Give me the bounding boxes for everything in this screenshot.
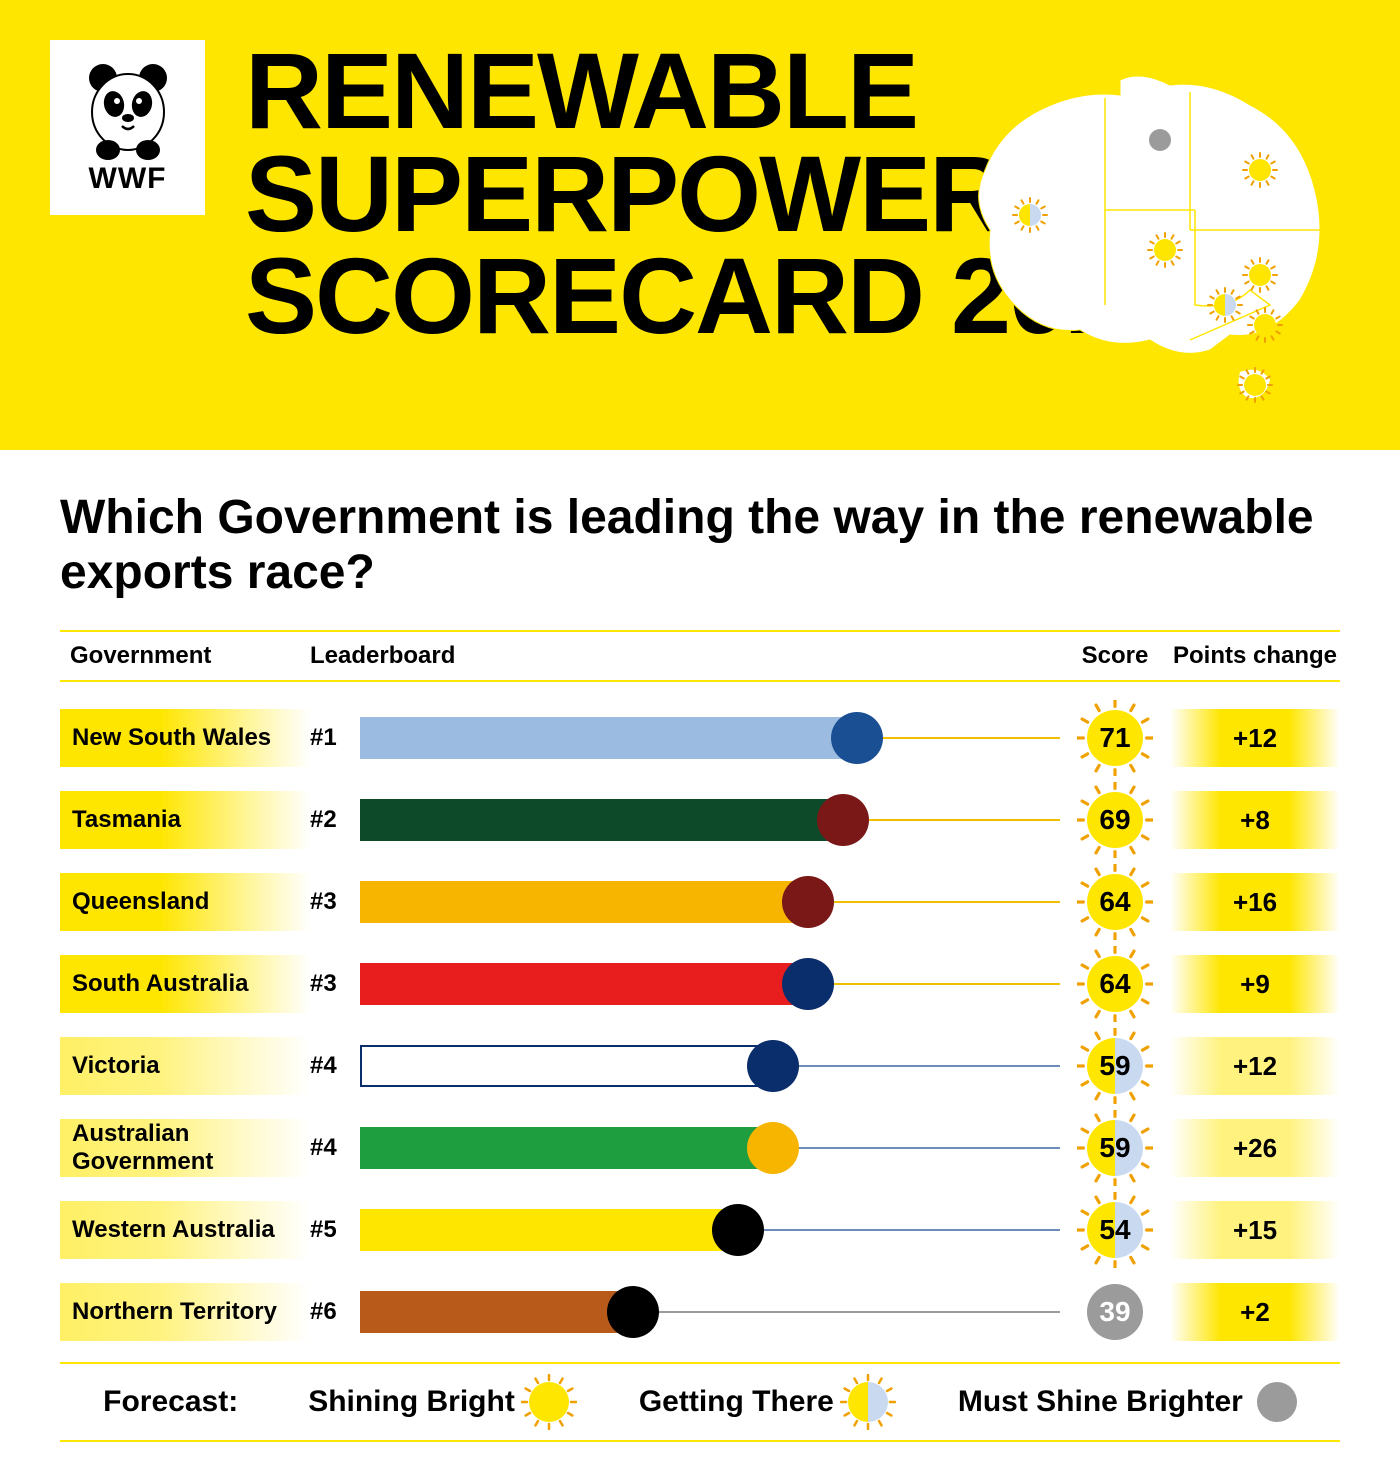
rank-label: #4: [310, 1052, 360, 1080]
points-change: +16: [1170, 873, 1340, 931]
leaderboard-rows: New South Wales #1 71 +12 Tasmania #2 69…: [60, 682, 1340, 1348]
score-bar: [360, 881, 808, 923]
wwf-logo-box: WWF: [50, 40, 205, 215]
leaderboard-row: South Australia #3 64 +9: [60, 948, 1340, 1020]
bar-zone: [360, 1209, 1060, 1251]
score-badge: 71: [1087, 710, 1143, 766]
points-change: +9: [1170, 955, 1340, 1013]
bar-end-dot: [712, 1204, 764, 1256]
col-header-leaderboard: Leaderboard: [310, 642, 1060, 670]
score-badge: 39: [1087, 1284, 1143, 1340]
points-change: +2: [1170, 1283, 1340, 1341]
score-badge: 69: [1087, 792, 1143, 848]
points-change: +8: [1170, 791, 1340, 849]
government-label: Queensland: [60, 873, 310, 931]
rank-label: #2: [310, 806, 360, 834]
legend-dot-icon: [529, 1382, 569, 1422]
score-badge: 59: [1087, 1120, 1143, 1176]
legend-item: Must Shine Brighter: [958, 1382, 1297, 1422]
score-cell: 64: [1060, 956, 1170, 1012]
points-change: +26: [1170, 1119, 1340, 1177]
government-label: New South Wales: [60, 709, 310, 767]
bar-zone: [360, 799, 1060, 841]
rank-label: #6: [310, 1298, 360, 1326]
score-cell: 54: [1060, 1202, 1170, 1258]
legend-item: Getting There: [639, 1382, 888, 1422]
bar-zone: [360, 1127, 1060, 1169]
score-bar: [360, 1127, 773, 1169]
score-bar: [360, 717, 857, 759]
legend: Forecast: Shining Bright Getting There M…: [60, 1362, 1340, 1442]
rank-label: #3: [310, 970, 360, 998]
legend-text: Must Shine Brighter: [958, 1385, 1243, 1419]
score-cell: 39: [1060, 1284, 1170, 1340]
col-header-score: Score: [1060, 642, 1170, 670]
points-change: +15: [1170, 1201, 1340, 1259]
points-change: +12: [1170, 709, 1340, 767]
government-label: Northern Territory: [60, 1283, 310, 1341]
legend-text: Getting There: [639, 1385, 834, 1419]
bar-zone: [360, 717, 1060, 759]
score-bar: [360, 799, 843, 841]
score-badge: 64: [1087, 874, 1143, 930]
bar-end-dot: [782, 876, 834, 928]
score-cell: 71: [1060, 710, 1170, 766]
score-bar: [360, 1045, 773, 1087]
bar-zone: [360, 881, 1060, 923]
bar-end-dot: [831, 712, 883, 764]
leaderboard-row: Northern Territory #6 39 +2: [60, 1276, 1340, 1348]
bar-end-dot: [747, 1040, 799, 1092]
score-bar: [360, 1291, 633, 1333]
panda-icon: [78, 60, 178, 160]
bar-zone: [360, 1045, 1060, 1087]
score-cell: 59: [1060, 1120, 1170, 1176]
points-change: +12: [1170, 1037, 1340, 1095]
legend-dot-icon: [848, 1382, 888, 1422]
infographic-container: WWF RENEWABLE SUPERPOWER SCORECARD 2022 …: [0, 0, 1400, 1400]
leaderboard-row: Australian Government #4 59 +26: [60, 1112, 1340, 1184]
government-label: Victoria: [60, 1037, 310, 1095]
col-header-government: Government: [60, 642, 310, 670]
bar-zone: [360, 963, 1060, 1005]
header: WWF RENEWABLE SUPERPOWER SCORECARD 2022: [0, 0, 1400, 450]
bar-end-dot: [607, 1286, 659, 1338]
bar-end-dot: [817, 794, 869, 846]
score-cell: 59: [1060, 1038, 1170, 1094]
score-bar: [360, 1209, 738, 1251]
subtitle: Which Government is leading the way in t…: [60, 490, 1340, 600]
col-header-change: Points change: [1170, 642, 1340, 670]
score-badge: 54: [1087, 1202, 1143, 1258]
leaderboard-chart: Government Leaderboard Score Points chan…: [60, 630, 1340, 1442]
rank-label: #1: [310, 724, 360, 752]
column-headers: Government Leaderboard Score Points chan…: [60, 632, 1340, 682]
australia-map-icon: [930, 50, 1350, 410]
legend-text: Shining Bright: [308, 1385, 515, 1419]
legend-label: Forecast:: [103, 1385, 238, 1419]
score-badge: 59: [1087, 1038, 1143, 1094]
legend-item: Shining Bright: [308, 1382, 569, 1422]
legend-dot-icon: [1257, 1382, 1297, 1422]
rank-label: #4: [310, 1134, 360, 1162]
bar-end-dot: [782, 958, 834, 1010]
score-badge: 64: [1087, 956, 1143, 1012]
leaderboard-row: Tasmania #2 69 +8: [60, 784, 1340, 856]
bar-zone: [360, 1291, 1060, 1333]
rank-label: #5: [310, 1216, 360, 1244]
government-label: Australian Government: [60, 1119, 310, 1177]
wwf-logo-text: WWF: [89, 162, 167, 196]
rank-label: #3: [310, 888, 360, 916]
score-cell: 64: [1060, 874, 1170, 930]
leaderboard-row: Victoria #4 59 +12: [60, 1030, 1340, 1102]
bar-end-dot: [747, 1122, 799, 1174]
government-label: Tasmania: [60, 791, 310, 849]
content-area: Which Government is leading the way in t…: [0, 450, 1400, 1462]
score-cell: 69: [1060, 792, 1170, 848]
government-label: South Australia: [60, 955, 310, 1013]
government-label: Western Australia: [60, 1201, 310, 1259]
leaderboard-row: Queensland #3 64 +16: [60, 866, 1340, 938]
leaderboard-row: New South Wales #1 71 +12: [60, 702, 1340, 774]
score-bar: [360, 963, 808, 1005]
leaderboard-row: Western Australia #5 54 +15: [60, 1194, 1340, 1266]
